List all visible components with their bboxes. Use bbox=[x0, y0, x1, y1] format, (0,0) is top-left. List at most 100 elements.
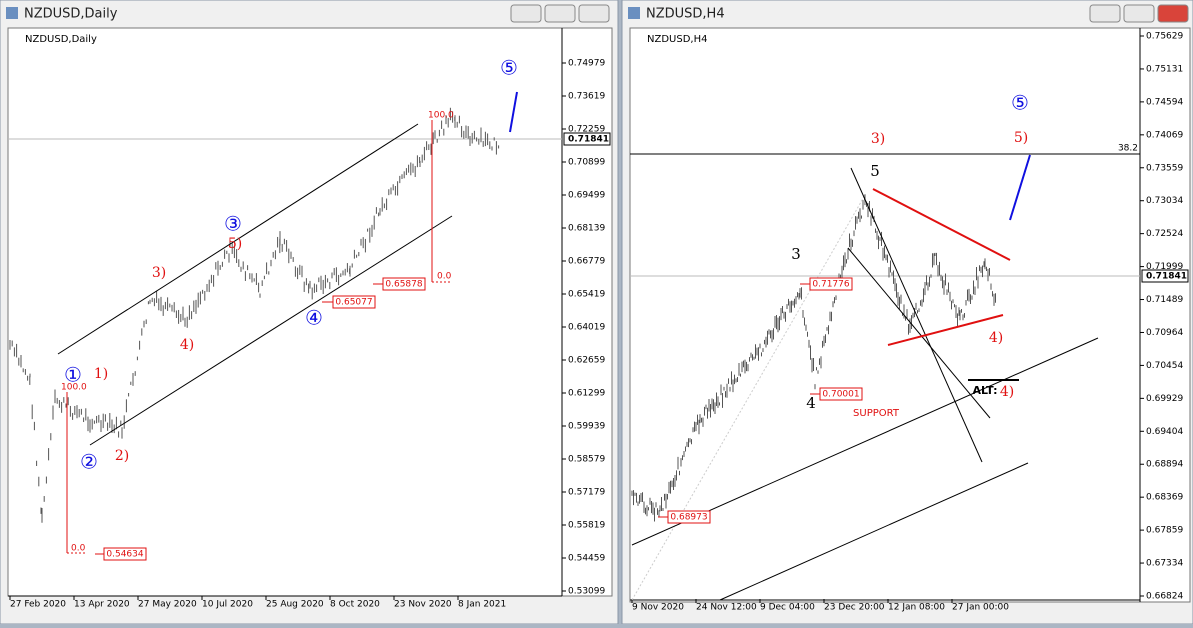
fib-line bbox=[631, 194, 866, 601]
fib-label: 0.0 bbox=[437, 272, 452, 282]
subwave-label: 2) bbox=[115, 448, 129, 464]
price-label: 0.73619 bbox=[568, 92, 605, 102]
subwave-label: 5) bbox=[228, 236, 242, 252]
level-box bbox=[103, 547, 147, 561]
subwave-label: 4) bbox=[989, 330, 1003, 346]
level-box bbox=[819, 387, 863, 401]
date-label: 27 Feb 2020 bbox=[10, 600, 66, 610]
triangle-lines bbox=[872, 188, 1011, 346]
date-label: 27 Jan 00:00 bbox=[952, 603, 1009, 613]
level-box bbox=[332, 295, 376, 309]
level-label: 0.65878 bbox=[385, 280, 422, 290]
wave-label: ③ bbox=[224, 212, 242, 236]
minimize-button[interactable] bbox=[510, 4, 542, 23]
price-label: 0.65419 bbox=[568, 290, 605, 300]
price-label: 0.57179 bbox=[568, 488, 605, 498]
price-label: 0.70899 bbox=[568, 158, 605, 168]
level-label: 0.71776 bbox=[812, 280, 849, 290]
current-price: 0.71841 bbox=[1146, 272, 1187, 282]
fib-lines bbox=[66, 120, 450, 555]
date-label: 23 Nov 2020 bbox=[394, 600, 452, 610]
projection-line bbox=[1009, 154, 1031, 221]
subwave-label: 4) bbox=[180, 337, 194, 353]
maximize-button[interactable] bbox=[1123, 4, 1155, 23]
price-label: 0.68139 bbox=[568, 224, 605, 234]
subwave-label: 4) bbox=[1000, 384, 1014, 400]
date-label: 10 Jul 2020 bbox=[202, 600, 253, 610]
annotations: ① ② ③ ④ ⑤ 1) 2) 3) 4) 5) 100.0 0.0 100.0… bbox=[61, 56, 518, 561]
close-button[interactable] bbox=[1157, 4, 1189, 23]
level-box bbox=[382, 277, 426, 291]
close-button[interactable] bbox=[578, 4, 610, 23]
date-label: 9 Dec 04:00 bbox=[760, 603, 815, 613]
wave-label: ① bbox=[64, 363, 82, 387]
price-label: 0.67334 bbox=[1146, 559, 1183, 569]
price-label: 0.69929 bbox=[1146, 394, 1183, 404]
chart-area bbox=[629, 27, 1191, 603]
price-label: 0.70964 bbox=[1146, 328, 1183, 338]
current-price-box bbox=[563, 132, 611, 146]
price-label: 0.73559 bbox=[1146, 163, 1183, 173]
price-label: 0.67859 bbox=[1146, 526, 1183, 536]
wave-label: 5 bbox=[870, 162, 880, 180]
wave-label: ⑤ bbox=[1011, 91, 1029, 115]
wave-label: ⑤ bbox=[500, 56, 518, 80]
date-label: 8 Jan 2021 bbox=[458, 600, 506, 610]
date-label: 23 Dec 20:00 bbox=[824, 603, 885, 613]
level-label: 0.68973 bbox=[670, 513, 707, 523]
price-label: 0.75131 bbox=[1146, 64, 1183, 74]
level-box bbox=[809, 277, 853, 291]
date-label: 25 Aug 2020 bbox=[266, 600, 324, 610]
window-buttons bbox=[510, 4, 1189, 23]
date-label: 8 Oct 2020 bbox=[330, 600, 380, 610]
level-label: 0.70001 bbox=[822, 390, 859, 400]
price-label: 0.54459 bbox=[568, 554, 605, 564]
fib-label: 0.0 bbox=[71, 544, 86, 554]
level-label: 0.54634 bbox=[106, 550, 143, 560]
current-price: 0.71841 bbox=[568, 135, 609, 145]
annotations: 3) 5) ⑤ 5 3 4 0.71776 0.70001 0.68973 SU… bbox=[658, 91, 1138, 524]
price-label: 0.64019 bbox=[568, 323, 605, 333]
trend-lines bbox=[57, 123, 453, 446]
date-label: 12 Jan 08:00 bbox=[888, 603, 945, 613]
axes: 0.74979 0.73619 0.72259 0.70899 0.69499 0.681… bbox=[9, 32, 1189, 613]
price-label: 0.58579 bbox=[568, 455, 605, 465]
price-label: 0.74069 bbox=[1146, 130, 1183, 140]
minimize-button[interactable] bbox=[1089, 4, 1121, 23]
price-label: 0.72259 bbox=[568, 125, 605, 135]
subwave-label: 1) bbox=[94, 366, 108, 382]
price-label: 0.55819 bbox=[568, 521, 605, 531]
price-label: 0.70454 bbox=[1146, 361, 1183, 371]
fib-label: 38.2 bbox=[1118, 144, 1138, 154]
support-label: SUPPORT bbox=[853, 408, 900, 419]
window-icon bbox=[6, 7, 18, 19]
window-title: NZDUSD,Daily bbox=[24, 7, 118, 22]
symbol-label: NZDUSD,Daily bbox=[25, 34, 97, 45]
price-label: 0.72524 bbox=[1146, 229, 1183, 239]
wave-label: 4 bbox=[806, 394, 816, 412]
subwave-label: 5) bbox=[1014, 130, 1028, 146]
maximize-button[interactable] bbox=[544, 4, 576, 23]
level-label: 0.65077 bbox=[335, 298, 372, 308]
price-label: 0.62659 bbox=[568, 356, 605, 366]
price-label: 0.69499 bbox=[568, 191, 605, 201]
fib-label: 100.0 bbox=[428, 111, 454, 121]
fib-label: 100.0 bbox=[61, 383, 87, 393]
price-label: 0.71489 bbox=[1146, 295, 1183, 305]
projection-line bbox=[509, 91, 518, 133]
price-label: 0.66779 bbox=[568, 257, 605, 267]
date-label: 24 Nov 12:00 bbox=[696, 603, 757, 613]
subwave-label: 3) bbox=[871, 131, 885, 147]
window-icon bbox=[628, 7, 640, 19]
price-label: 0.75629 bbox=[1146, 32, 1183, 42]
price-label: 0.68369 bbox=[1146, 493, 1183, 503]
price-label: 0.53099 bbox=[568, 587, 605, 597]
price-label: 0.71999 bbox=[1146, 262, 1183, 272]
symbol-label: NZDUSD,H4 bbox=[647, 34, 707, 45]
price-label: 0.66824 bbox=[1146, 592, 1183, 602]
price-label: 0.61299 bbox=[568, 389, 605, 399]
wave-label: ② bbox=[80, 450, 98, 474]
date-label: 13 Apr 2020 bbox=[74, 600, 130, 610]
